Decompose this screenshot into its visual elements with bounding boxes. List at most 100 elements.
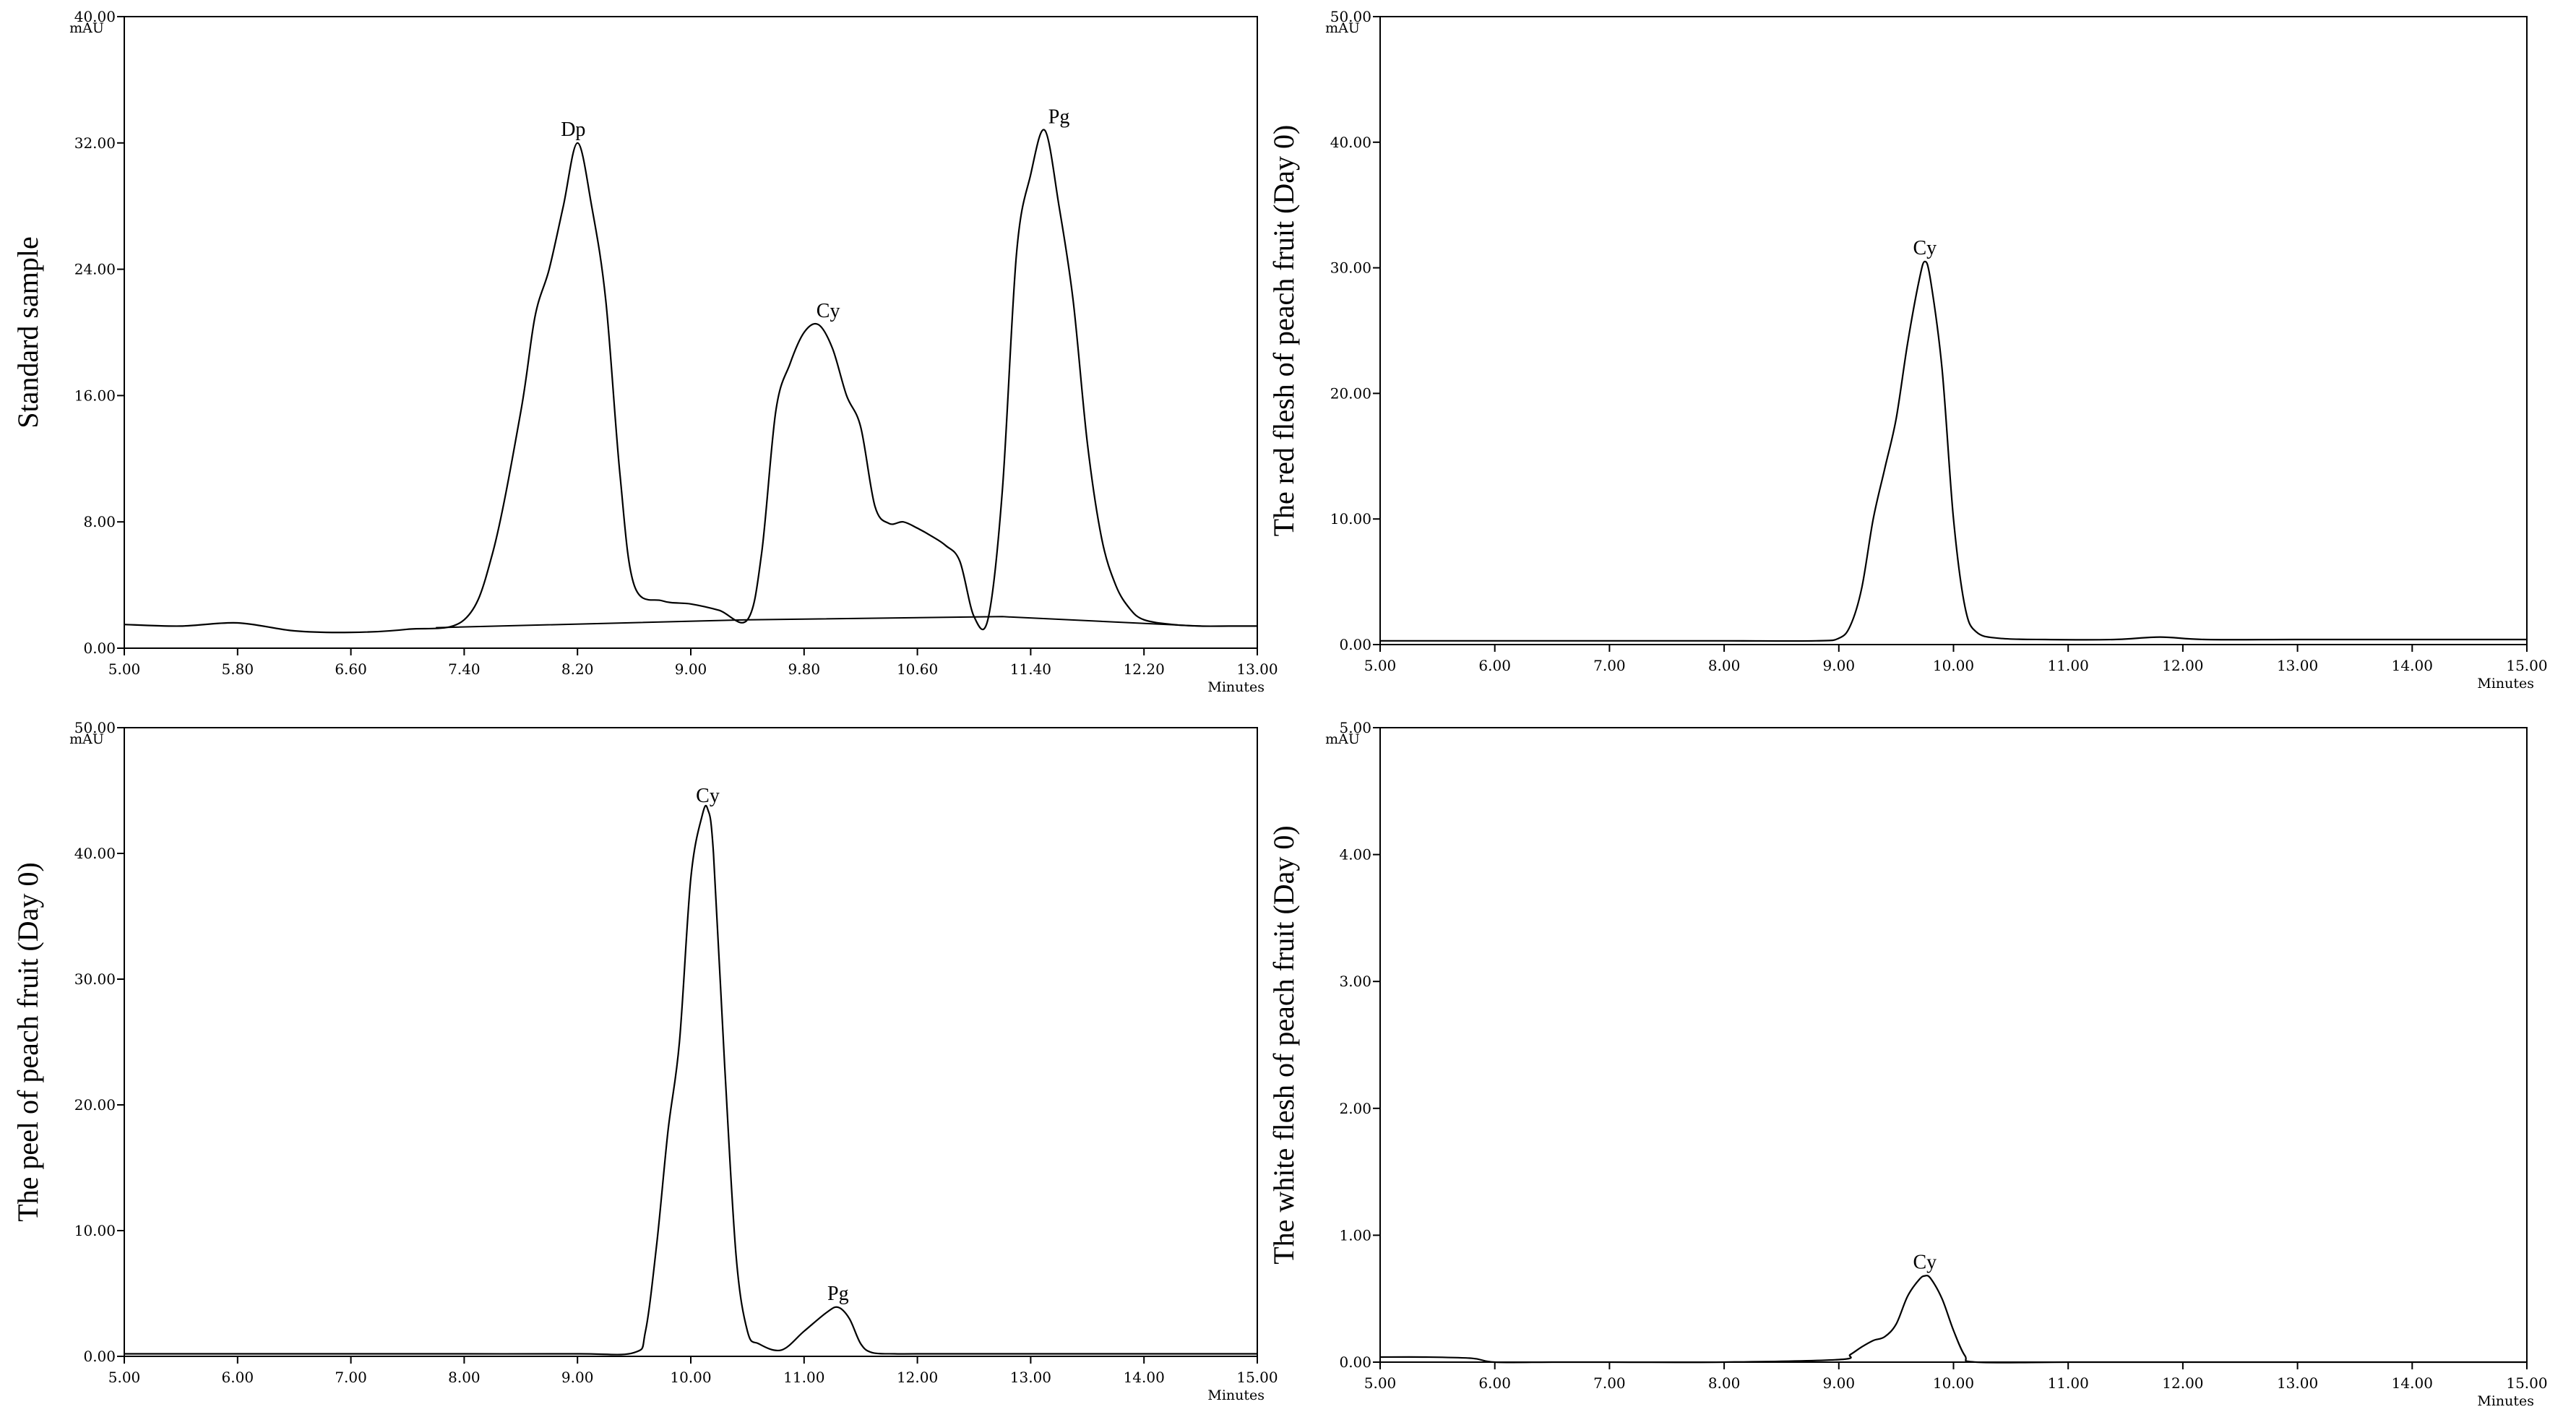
- x-tick-label: 11.40: [1010, 660, 1051, 678]
- y-tick-label: 3.00: [1339, 973, 1371, 990]
- chromatogram-trace: [124, 804, 1257, 1356]
- x-tick-label: 15.00: [2506, 1374, 2547, 1392]
- x-tick-label: 11.00: [783, 1369, 824, 1386]
- x-tick-label: 6.00: [222, 1369, 254, 1386]
- y-tick-label: 0.00: [83, 1348, 116, 1365]
- x-tick-label: 9.80: [788, 660, 821, 678]
- chromatogram-trace: [1379, 1275, 2528, 1364]
- y-tick-label: 30.00: [1330, 259, 1371, 277]
- x-tick-label: 7.00: [335, 1369, 367, 1386]
- x-tick-label: 5.00: [1364, 1374, 1397, 1392]
- y-tick-label: 20.00: [1330, 384, 1371, 402]
- y-axis-label: The red flesh of peach fruit (Day 0): [1267, 125, 1300, 537]
- y-tick-label: 24.00: [74, 261, 116, 278]
- peak-label: Pg: [1048, 106, 1070, 128]
- x-tick-label: 8.20: [561, 660, 594, 678]
- peak-label: Cy: [817, 300, 840, 322]
- x-tick-label: 5.00: [1364, 657, 1397, 674]
- x-tick-label: 10.00: [1933, 657, 1974, 674]
- plot-frame: [124, 727, 1258, 1357]
- x-tick-label: 13.00: [1236, 660, 1278, 678]
- chromatogram-trace: [1379, 260, 2527, 642]
- peak-label: Cy: [1913, 1252, 1937, 1274]
- chart-panel-white-flesh: 5.00 6.00 7.00 8.00 9.00 10.00 11.00 12.00 13.00…: [1267, 719, 2548, 1409]
- x-tick-label: 12.00: [897, 1369, 938, 1386]
- x-tick-label: 14.00: [2392, 657, 2433, 674]
- x-tick-label: 13.00: [1010, 1369, 1051, 1386]
- x-tick-label: 14.00: [1124, 1369, 1165, 1386]
- plot-frame: [1379, 727, 2528, 1363]
- y-unit-label: mAU: [69, 20, 104, 36]
- x-tick-label: 13.00: [2277, 657, 2318, 674]
- x-tick-label: 8.00: [1708, 1374, 1741, 1392]
- x-tick-label: 9.00: [1823, 1374, 1856, 1392]
- x-tick-label: 14.00: [2392, 1374, 2433, 1392]
- y-tick-label: 40.00: [74, 845, 116, 862]
- y-unit-label: mAU: [69, 731, 104, 747]
- y-tick-label: 20.00: [74, 1096, 116, 1114]
- x-tick-label: 7.00: [1593, 657, 1626, 674]
- y-tick-label: 0.00: [1339, 636, 1371, 653]
- y-unit-label: mAU: [1325, 20, 1360, 36]
- y-tick-label: 10.00: [74, 1222, 116, 1239]
- x-tick-label: 12.00: [2162, 1374, 2203, 1392]
- x-tick-label: 5.00: [108, 660, 141, 678]
- x-tick-label: 13.00: [2277, 1374, 2318, 1392]
- chromatogram-trace: [124, 129, 1257, 634]
- y-tick-label: 32.00: [74, 134, 116, 152]
- y-tick-label: 2.00: [1339, 1100, 1371, 1117]
- x-tick-label: 10.00: [1933, 1374, 1974, 1392]
- x-tick-label: 10.60: [897, 660, 938, 678]
- y-tick-label: 4.00: [1339, 846, 1371, 864]
- y-tick-label: 40.00: [74, 8, 116, 25]
- plot-frame: [124, 16, 1258, 649]
- x-tick-label: 7.00: [1593, 1374, 1626, 1392]
- x-tick-label: 5.00: [108, 1369, 141, 1386]
- x-tick-label: 8.00: [1708, 657, 1741, 674]
- peak-label: Cy: [1913, 237, 1937, 259]
- x-axis-label: Minutes: [2477, 676, 2534, 692]
- y-tick-label: 30.00: [74, 970, 116, 988]
- y-tick-label: 50.00: [74, 719, 116, 736]
- x-tick-label: 9.00: [561, 1369, 594, 1386]
- x-tick-label: 11.00: [2048, 1374, 2089, 1392]
- peak-label: Dp: [561, 119, 585, 141]
- x-tick-label: 9.00: [1823, 657, 1856, 674]
- y-axis-label: Standard sample: [12, 236, 44, 429]
- x-tick-label: 12.20: [1124, 660, 1165, 678]
- x-axis-label: Minutes: [1207, 1387, 1265, 1403]
- y-tick-label: 50.00: [1330, 8, 1371, 25]
- y-tick-label: 8.00: [83, 513, 116, 530]
- x-tick-label: 12.00: [2162, 657, 2203, 674]
- x-tick-label: 11.00: [2048, 657, 2089, 674]
- x-tick-label: 6.00: [1478, 657, 1511, 674]
- x-tick-label: 10.00: [670, 1369, 711, 1386]
- y-axis-label: The white flesh of peach fruit (Day 0): [1267, 825, 1300, 1265]
- x-axis-label: Minutes: [2477, 1393, 2534, 1409]
- y-tick-label: 0.00: [1339, 1353, 1371, 1371]
- x-tick-label: 15.00: [1236, 1369, 1278, 1386]
- y-tick-label: 1.00: [1339, 1226, 1371, 1244]
- y-unit-label: mAU: [1325, 731, 1360, 747]
- y-tick-label: 10.00: [1330, 510, 1371, 528]
- y-tick-label: 5.00: [1339, 719, 1371, 736]
- x-tick-label: 6.60: [335, 660, 367, 678]
- y-tick-label: 0.00: [83, 640, 116, 657]
- y-axis-label: The peel of peach fruit (Day 0): [12, 862, 44, 1222]
- x-tick-label: 15.00: [2506, 657, 2547, 674]
- x-axis-label: Minutes: [1207, 679, 1265, 695]
- x-tick-label: 6.00: [1478, 1374, 1511, 1392]
- chart-panel-standard-sample: 5.00 5.80 6.60 7.40 8.20 9.00 9.80 10.60 11.40 12…: [12, 8, 1278, 695]
- chart-panel-peel: 5.00 6.00 7.00 8.00 9.00 10.00 11.00 12.00 13.00…: [12, 719, 1278, 1403]
- y-tick-label: 16.00: [74, 387, 116, 404]
- x-tick-label: 8.00: [448, 1369, 481, 1386]
- peak-label: Pg: [827, 1283, 849, 1305]
- integration-baseline: [436, 616, 1201, 629]
- chart-panel-red-flesh: 5.00 6.00 7.00 8.00 9.00 10.00 11.00 12.00 13.00…: [1267, 8, 2548, 692]
- peak-label: Cy: [696, 785, 720, 807]
- x-tick-label: 7.40: [448, 660, 481, 678]
- plot-frame: [1379, 16, 2528, 645]
- x-tick-label: 9.00: [675, 660, 707, 678]
- x-tick-label: 5.80: [222, 660, 254, 678]
